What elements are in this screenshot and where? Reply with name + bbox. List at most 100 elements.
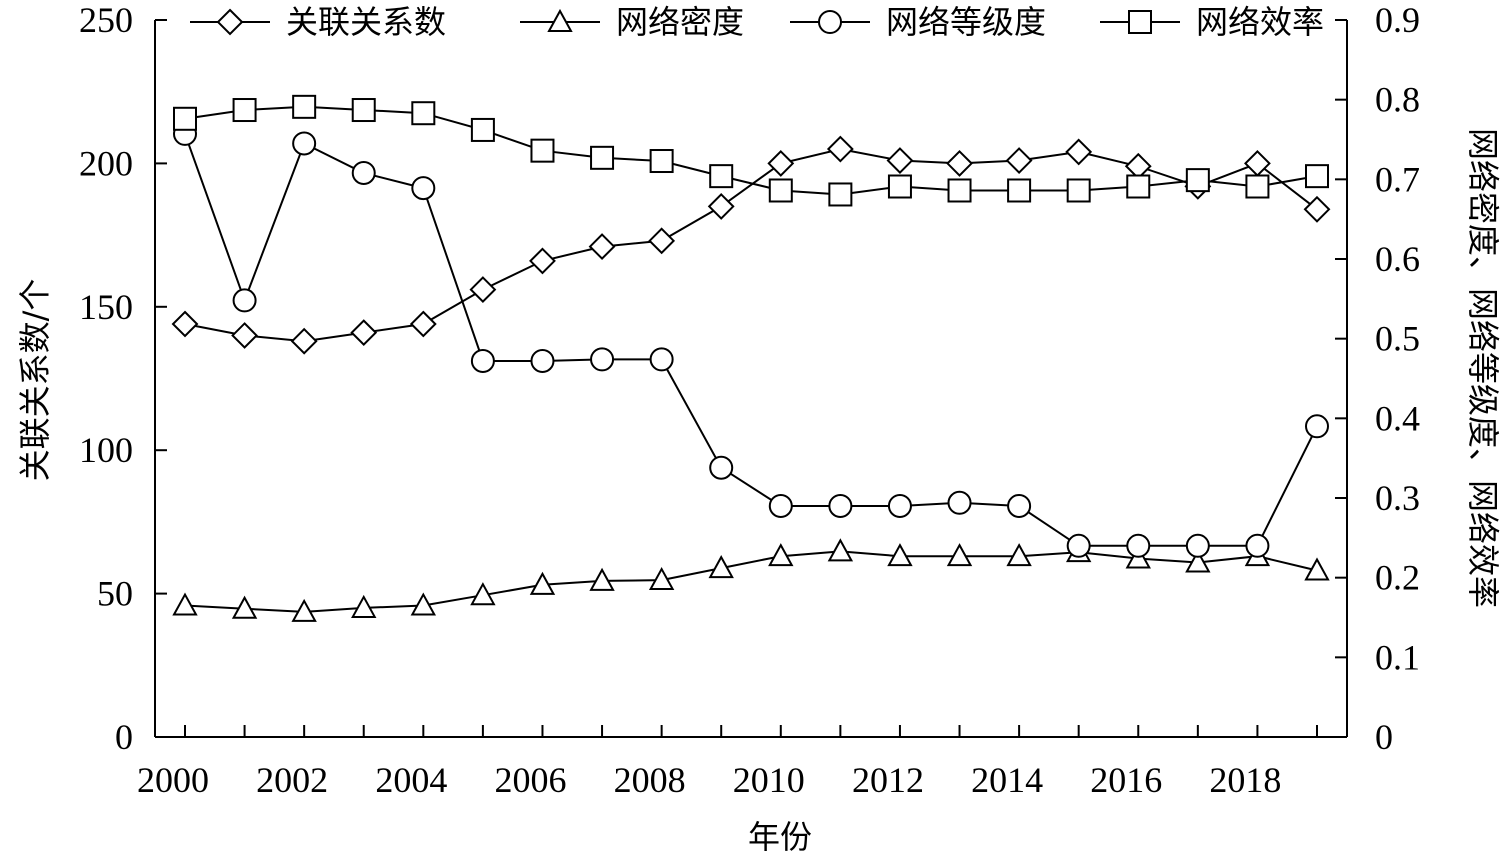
right-tick-label: 0.9 (1375, 0, 1420, 40)
right-tick-label: 0.1 (1375, 637, 1420, 677)
right-tick-label: 0.2 (1375, 558, 1420, 598)
series-line-triangle (184, 550, 1318, 613)
data-point-diamond (171, 310, 199, 338)
legend-label: 关联关系数 (286, 3, 446, 41)
data-point-triangle (410, 592, 437, 616)
data-point-circle (1066, 533, 1091, 558)
data-point-diamond (231, 322, 258, 349)
data-point-circle (768, 493, 793, 518)
right-tick-label: 0.6 (1375, 239, 1420, 279)
data-point-triangle (887, 543, 913, 567)
data-point-diamond (826, 135, 854, 163)
data-point-circle (887, 493, 912, 518)
x-tick-label: 2014 (971, 760, 1043, 800)
right-axis-title: 网络密度、网络等级度、网络效率 (1464, 128, 1500, 608)
data-point-square (1126, 174, 1151, 199)
data-point-circle (1126, 533, 1151, 558)
right-tick-label: 0.3 (1375, 478, 1420, 518)
data-point-triangle (291, 598, 317, 622)
data-point-square (292, 94, 317, 119)
left-tick-label: 150 (79, 287, 133, 327)
data-point-square (947, 178, 972, 203)
left-tick-label: 200 (79, 143, 133, 183)
series-square (173, 94, 1329, 207)
legend-item-circle: 网络等级度 (790, 3, 1046, 41)
data-point-diamond (409, 310, 437, 338)
data-point-circle (709, 455, 734, 480)
data-point-triangle (172, 592, 198, 616)
data-point-diamond (1303, 195, 1331, 223)
legend-marker-square (1128, 10, 1152, 34)
data-point-circle (1245, 533, 1270, 558)
data-point-triangle (768, 543, 794, 567)
legend-marker-circle (818, 10, 842, 34)
data-point-circle (649, 347, 674, 372)
x-tick-label: 2004 (375, 760, 447, 800)
data-point-square (530, 138, 555, 163)
right-tick-label: 0 (1375, 717, 1393, 757)
x-tick-label: 2008 (614, 760, 686, 800)
data-point-circle (1185, 533, 1210, 558)
data-point-triangle (470, 582, 496, 606)
x-tick-label: 2010 (733, 760, 805, 800)
data-point-square (709, 164, 734, 189)
data-point-triangle (1006, 543, 1032, 567)
data-point-triangle (589, 567, 615, 591)
data-point-triangle (708, 555, 734, 579)
data-point-triangle (946, 543, 973, 567)
data-point-circle (232, 288, 257, 313)
data-point-diamond (1244, 149, 1271, 177)
data-point-square (232, 98, 257, 123)
data-point-square (1066, 178, 1091, 203)
legend-label: 网络效率 (1196, 3, 1324, 41)
legend-item-diamond: 关联关系数 (190, 3, 446, 41)
data-point-diamond (588, 233, 616, 260)
data-point-diamond (350, 319, 378, 347)
left-tick-label: 50 (97, 574, 133, 614)
x-tick-label: 2018 (1209, 760, 1281, 800)
data-point-triangle (529, 571, 556, 595)
data-point-square (590, 145, 615, 170)
legend-marker-diamond (216, 8, 244, 36)
data-point-circle (947, 490, 972, 515)
data-point-square (887, 174, 912, 199)
data-point-circle (1305, 414, 1329, 439)
data-point-circle (828, 493, 853, 518)
data-point-circle (411, 176, 436, 201)
left-tick-label: 100 (79, 430, 133, 470)
legend-marker-triangle (547, 8, 573, 32)
x-axis-title: 年份 (748, 818, 812, 856)
data-point-diamond (529, 247, 556, 275)
legend-label: 网络等级度 (886, 3, 1046, 41)
data-point-triangle (1185, 549, 1211, 573)
right-tick-label: 0.4 (1375, 398, 1420, 438)
data-point-circle (351, 160, 376, 185)
data-point-circle (530, 348, 555, 373)
data-point-diamond (648, 227, 676, 255)
right-tick-label: 0.7 (1375, 159, 1420, 199)
data-point-diamond (1065, 138, 1093, 166)
data-point-triangle (351, 594, 377, 618)
x-tick-label: 2006 (494, 760, 566, 800)
data-point-diamond (1005, 147, 1033, 174)
data-point-diamond (946, 149, 973, 177)
right-tick-label: 0.5 (1375, 319, 1420, 359)
data-point-circle (292, 131, 317, 156)
series-circle (173, 121, 1329, 558)
data-point-square (768, 178, 793, 203)
data-point-diamond (886, 147, 914, 174)
left-tick-label: 0 (115, 717, 133, 757)
data-point-circle (590, 347, 615, 372)
x-tick-label: 2012 (852, 760, 924, 800)
series-layer (171, 94, 1331, 622)
data-point-square (649, 149, 674, 174)
legend-item-square: 网络效率 (1100, 3, 1324, 41)
data-point-diamond (469, 276, 497, 304)
data-point-triangle (231, 595, 258, 619)
legend: 关联关系数 网络密度 网络等级度 网络效率 (190, 3, 1324, 41)
data-point-triangle (648, 566, 675, 591)
data-point-square (1185, 168, 1210, 193)
data-point-triangle (827, 538, 854, 562)
